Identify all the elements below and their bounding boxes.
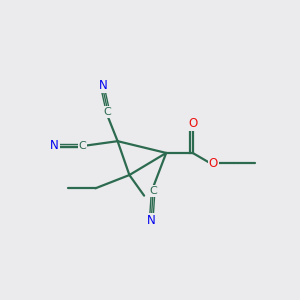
Text: N: N xyxy=(98,79,107,92)
Text: C: C xyxy=(78,141,86,151)
Text: N: N xyxy=(50,139,59,152)
Text: N: N xyxy=(147,214,156,226)
Text: C: C xyxy=(103,107,111,117)
Text: O: O xyxy=(188,117,197,130)
Text: O: O xyxy=(209,157,218,170)
Text: C: C xyxy=(149,186,157,196)
